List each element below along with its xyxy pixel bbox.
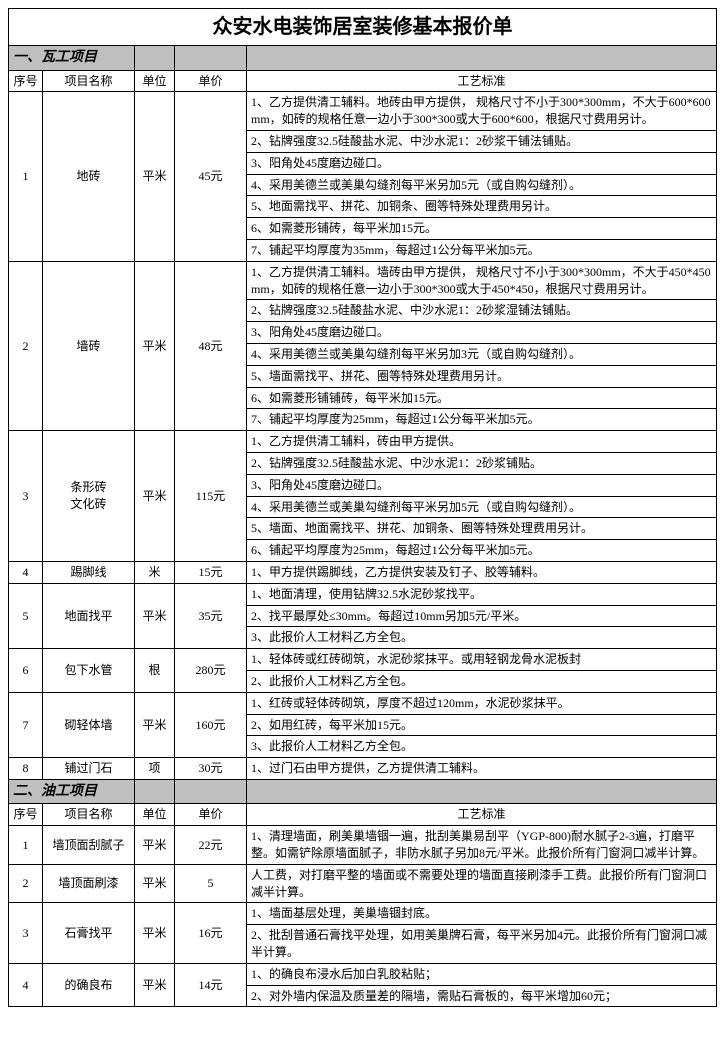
row-item: 包下水管 <box>43 649 135 693</box>
row-seq: 2 <box>9 261 43 430</box>
row-price: 48元 <box>175 261 247 430</box>
row-seq: 7 <box>9 692 43 757</box>
section1-header: 一、瓦工项目 <box>9 46 135 71</box>
spec-cell: 1、的确良布浸水后加白乳胶粘贴； <box>247 963 717 985</box>
spec-cell: 3、阳角处45度磨边碰口。 <box>247 152 717 174</box>
row-item: 墙砖 <box>43 261 135 430</box>
row-unit: 平米 <box>135 692 175 757</box>
row-unit: 平米 <box>135 963 175 1007</box>
spec-cell: 6、铺起平均厚度为25mm，每超过1公分每平米加5元。 <box>247 540 717 562</box>
row-price: 15元 <box>175 561 247 583</box>
row-price: 14元 <box>175 963 247 1007</box>
col-item: 项目名称 <box>43 804 135 826</box>
spec-cell: 2、此报价人工材料乙方全包。 <box>247 670 717 692</box>
row-seq: 8 <box>9 758 43 780</box>
spec-cell: 6、如需菱形铺铺砖，每平米加15元。 <box>247 387 717 409</box>
spec-cell: 7、铺起平均厚度为35mm，每超过1公分每平米加5元。 <box>247 239 717 261</box>
col-item: 项目名称 <box>43 70 135 92</box>
col-spec: 工艺标准 <box>247 70 717 92</box>
row-item: 的确良布 <box>43 963 135 1007</box>
row-seq: 1 <box>9 92 43 261</box>
row-seq: 6 <box>9 649 43 693</box>
row-price: 280元 <box>175 649 247 693</box>
row-unit: 平米 <box>135 826 175 865</box>
spec-cell: 2、如用红砖，每平米加15元。 <box>247 714 717 736</box>
spec-cell: 1、乙方提供清工辅料，砖由甲方提供。 <box>247 431 717 453</box>
col-price: 单价 <box>175 804 247 826</box>
row-unit: 平米 <box>135 92 175 261</box>
col-seq: 序号 <box>9 804 43 826</box>
spec-cell: 1、墙面基层处理，美巢墙锢封底。 <box>247 903 717 925</box>
row-price: 115元 <box>175 431 247 562</box>
page-title: 众安水电装饰居室装修基本报价单 <box>9 9 717 46</box>
spec-cell: 1、地面清理，使用钻牌32.5水泥砂浆找平。 <box>247 583 717 605</box>
spec-cell: 3、此报价人工材料乙方全包。 <box>247 736 717 758</box>
spec-cell: 3、此报价人工材料乙方全包。 <box>247 627 717 649</box>
spec-cell: 4、采用美德兰或美巢勾缝剂每平米另加5元（或自购勾缝剂）。 <box>247 174 717 196</box>
quotation-table: 众安水电装饰居室装修基本报价单 一、瓦工项目 序号 项目名称 单位 单价 工艺标… <box>8 8 717 1007</box>
spec-cell: 5、墙面需找平、拼花、圈等特殊处理费用另计。 <box>247 365 717 387</box>
spec-cell: 1、乙方提供清工辅料。地砖由甲方提供， 规格尺寸不小于300*300mm，不大于… <box>247 92 717 131</box>
row-seq: 3 <box>9 431 43 562</box>
spec-cell: 7、铺起平均厚度为25mm，每超过1公分每平米加5元。 <box>247 409 717 431</box>
row-seq: 4 <box>9 561 43 583</box>
col-spec: 工艺标准 <box>247 804 717 826</box>
row-unit: 项 <box>135 758 175 780</box>
row-unit: 平米 <box>135 903 175 963</box>
row-seq: 2 <box>9 864 43 903</box>
row-price: 5 <box>175 864 247 903</box>
row-seq: 1 <box>9 826 43 865</box>
row-price: 16元 <box>175 903 247 963</box>
spec-cell: 1、清理墙面，刷美巢墙锢一遍，批刮美巢易刮平（YGP-800)耐水腻子2-3遍，… <box>247 826 717 865</box>
row-item: 条形砖 文化砖 <box>43 431 135 562</box>
row-price: 35元 <box>175 583 247 648</box>
row-unit: 平米 <box>135 864 175 903</box>
spec-cell: 2、对外墙内保温及质量差的隔墙，需贴石膏板的，每平米增加60元； <box>247 985 717 1007</box>
row-seq: 4 <box>9 963 43 1007</box>
spec-cell: 2、钻牌强度32.5硅酸盐水泥、中沙水泥1：2砂浆干铺法铺贴。 <box>247 130 717 152</box>
row-item: 墙顶面刮腻子 <box>43 826 135 865</box>
row-price: 30元 <box>175 758 247 780</box>
row-price: 45元 <box>175 92 247 261</box>
row-unit: 平米 <box>135 261 175 430</box>
spec-cell: 5、地面需找平、拼花、加铜条、圈等特殊处理费用另计。 <box>247 196 717 218</box>
spec-cell: 1、红砖或轻体砖砌筑，厚度不超过120mm，水泥砂浆抹平。 <box>247 692 717 714</box>
row-unit: 平米 <box>135 583 175 648</box>
col-price: 单价 <box>175 70 247 92</box>
spec-cell: 2、钻牌强度32.5硅酸盐水泥、中沙水泥1：2砂浆湿铺法铺贴。 <box>247 300 717 322</box>
row-item: 地面找平 <box>43 583 135 648</box>
row-item: 地砖 <box>43 92 135 261</box>
row-item: 砌轻体墙 <box>43 692 135 757</box>
row-unit: 根 <box>135 649 175 693</box>
col-unit: 单位 <box>135 804 175 826</box>
spec-cell: 4、采用美德兰或美巢勾缝剂每平米另加5元（或自购勾缝剂）。 <box>247 496 717 518</box>
row-seq: 5 <box>9 583 43 648</box>
spec-cell: 1、轻体砖或红砖砌筑，水泥砂浆抹平。或用轻钢龙骨水泥板封 <box>247 649 717 671</box>
spec-cell: 2、批刮普通石膏找平处理，如用美巢牌石膏，每平米另加4元。此报价所有门窗洞口减半… <box>247 925 717 964</box>
spec-cell: 1、乙方提供清工辅料。墙砖由甲方提供， 规格尺寸不小于300*300mm，不大于… <box>247 261 717 300</box>
section2-header: 二、油工项目 <box>9 779 135 804</box>
row-item: 铺过门石 <box>43 758 135 780</box>
col-seq: 序号 <box>9 70 43 92</box>
row-item: 踢脚线 <box>43 561 135 583</box>
row-item: 石膏找平 <box>43 903 135 963</box>
spec-cell: 5、墙面、地面需找平、拼花、加铜条、圈等特殊处理费用另计。 <box>247 518 717 540</box>
row-price: 160元 <box>175 692 247 757</box>
spec-cell: 2、找平最厚处≤30mm。每超过10mm另加5元/平米。 <box>247 605 717 627</box>
spec-cell: 人工费，对打磨平整的墙面或不需要处理的墙面直接刷漆手工费。此报价所有门窗洞口减半… <box>247 864 717 903</box>
spec-cell: 3、阳角处45度磨边碰口。 <box>247 322 717 344</box>
row-unit: 平米 <box>135 431 175 562</box>
spec-cell: 1、过门石由甲方提供，乙方提供清工辅料。 <box>247 758 717 780</box>
spec-cell: 2、钻牌强度32.5硅酸盐水泥、中沙水泥1：2砂浆铺贴。 <box>247 452 717 474</box>
row-seq: 3 <box>9 903 43 963</box>
spec-cell: 3、阳角处45度磨边碰口。 <box>247 474 717 496</box>
col-unit: 单位 <box>135 70 175 92</box>
row-unit: 米 <box>135 561 175 583</box>
spec-cell: 1、甲方提供踢脚线，乙方提供安装及钉子、胶等辅料。 <box>247 561 717 583</box>
row-price: 22元 <box>175 826 247 865</box>
row-item: 墙顶面刷漆 <box>43 864 135 903</box>
spec-cell: 6、如需菱形铺砖，每平米加15元。 <box>247 218 717 240</box>
spec-cell: 4、采用美德兰或美巢勾缝剂每平米另加3元（或自购勾缝剂）。 <box>247 343 717 365</box>
